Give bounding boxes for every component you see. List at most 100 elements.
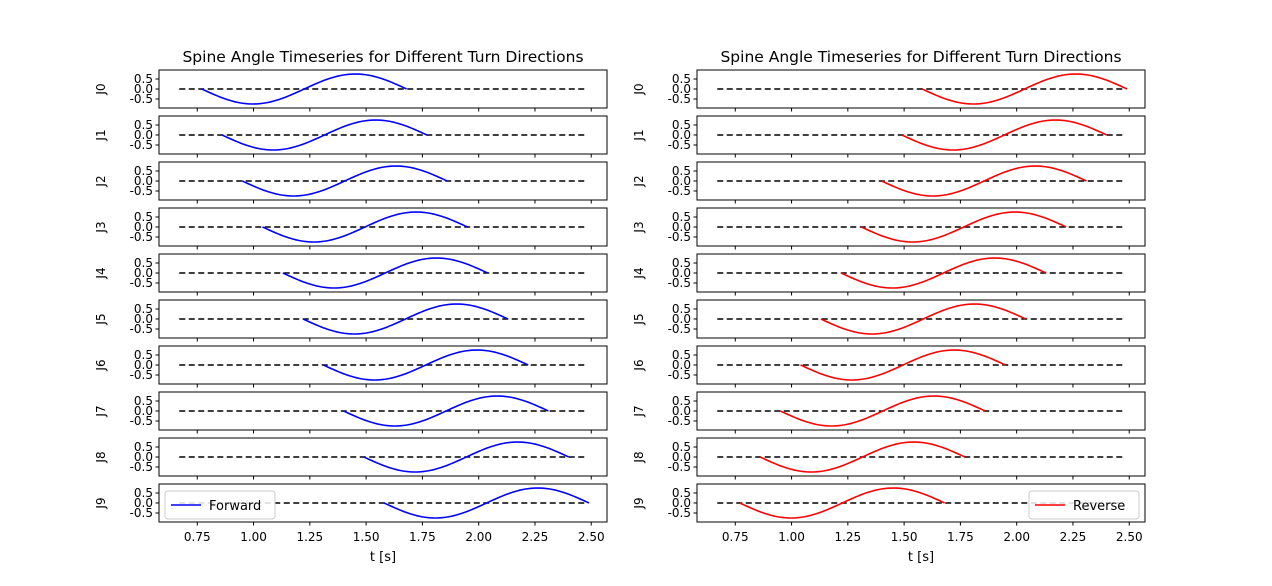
y-tick-label: -0.5 bbox=[130, 230, 153, 244]
y-tick-label: 0.0 bbox=[672, 358, 691, 372]
x-axis-label: t [s] bbox=[370, 550, 396, 565]
legend-box bbox=[164, 490, 276, 520]
x-tick-label: 0.75 bbox=[722, 530, 749, 544]
y-axis-label: J9 bbox=[632, 497, 646, 509]
series-line-j6 bbox=[323, 349, 529, 381]
subplot-j5: 0.50.0-0.5 J5 bbox=[632, 299, 1146, 342]
y-tick-label: -0.5 bbox=[130, 322, 153, 336]
y-tick-label: 0.5 bbox=[134, 118, 153, 132]
y-tick-label: -0.5 bbox=[130, 138, 153, 152]
y-tick-label: -0.5 bbox=[668, 460, 691, 474]
chart-forward: Spine Angle Timeseries for Different Tur… bbox=[94, 48, 608, 565]
x-tick-label: 2.00 bbox=[465, 530, 492, 544]
subplot-j4: 0.50.0-0.5 J4 bbox=[632, 253, 1146, 296]
series-line-j3 bbox=[262, 211, 468, 243]
x-tick-label: 1.00 bbox=[240, 530, 267, 544]
y-tick-label: -0.5 bbox=[130, 506, 153, 520]
y-axis-label: J8 bbox=[632, 451, 646, 463]
y-tick-label: 0.5 bbox=[672, 118, 691, 132]
subplot-j8: 0.50.0-0.5 J8 bbox=[632, 437, 1146, 480]
series-line-j0 bbox=[201, 73, 407, 105]
x-tick-label: 1.00 bbox=[778, 530, 805, 544]
y-tick-label: 0.5 bbox=[672, 486, 691, 500]
y-tick-label: 0.0 bbox=[672, 128, 691, 142]
series-line-j8 bbox=[363, 441, 570, 473]
x-tick-label: 2.50 bbox=[578, 530, 605, 544]
y-tick-label: 0.5 bbox=[134, 256, 153, 270]
x-tick-label: 2.25 bbox=[1060, 530, 1087, 544]
subplot-j9: 0.50.0-0.5 J9 0.75 1.00 1.25 1.50 1.75 2.00 2.25… bbox=[94, 483, 608, 544]
y-tick-label: 0.0 bbox=[134, 496, 153, 510]
y-axis-label: J0 bbox=[94, 83, 108, 95]
y-tick-label: -0.5 bbox=[130, 414, 153, 428]
subplot-j8: 0.50.0-0.5 J8 bbox=[94, 437, 608, 480]
y-tick-label: 0.0 bbox=[134, 220, 153, 234]
y-tick-label: -0.5 bbox=[130, 368, 153, 382]
y-tick-label: 0.5 bbox=[672, 256, 691, 270]
subplot-j6: 0.50.0-0.5 J6 bbox=[632, 345, 1146, 388]
y-axis-label: J3 bbox=[94, 221, 108, 233]
x-tick-label: 2.25 bbox=[522, 530, 549, 544]
y-tick-label: -0.5 bbox=[668, 322, 691, 336]
series-line-j2 bbox=[241, 165, 448, 197]
y-tick-label: -0.5 bbox=[668, 92, 691, 106]
series-line-j4 bbox=[282, 257, 489, 289]
y-axis-label: J2 bbox=[94, 175, 108, 187]
y-tick-label: -0.5 bbox=[668, 184, 691, 198]
y-tick-label: 0.0 bbox=[672, 82, 691, 96]
y-tick-label: 0.5 bbox=[672, 348, 691, 362]
y-axis-label: J2 bbox=[632, 175, 646, 187]
x-tick-label: 0.75 bbox=[184, 530, 211, 544]
subplot-j1: 0.50.0-0.5 J1 bbox=[632, 115, 1146, 158]
y-tick-label: 0.0 bbox=[134, 174, 153, 188]
y-tick-label: 0.0 bbox=[672, 404, 691, 418]
y-tick-label: -0.5 bbox=[668, 276, 691, 290]
series-line-j1 bbox=[901, 119, 1108, 151]
y-tick-label: -0.5 bbox=[130, 92, 153, 106]
x-tick-label: 2.00 bbox=[1003, 530, 1030, 544]
subplot-j4: 0.50.0-0.5 J4 bbox=[94, 253, 608, 296]
y-tick-label: -0.5 bbox=[130, 276, 153, 290]
chart-reverse: Spine Angle Timeseries for Different Tur… bbox=[632, 48, 1146, 565]
y-tick-label: 0.0 bbox=[134, 128, 153, 142]
series-line-j1 bbox=[221, 119, 428, 151]
series-line-j5 bbox=[302, 303, 509, 335]
y-axis-label: J8 bbox=[94, 451, 108, 463]
y-tick-label: 0.0 bbox=[672, 312, 691, 326]
series-line-j2 bbox=[881, 165, 1087, 197]
y-tick-label: 0.0 bbox=[134, 312, 153, 326]
y-tick-label: 0.5 bbox=[672, 72, 691, 86]
x-tick-label: 1.25 bbox=[834, 530, 861, 544]
subplot-j3: 0.50.0-0.5 J3 bbox=[632, 207, 1146, 250]
y-axis-label: J3 bbox=[632, 221, 646, 233]
y-tick-label: 0.5 bbox=[134, 348, 153, 362]
y-axis-label: J4 bbox=[632, 267, 646, 279]
subplot-j1: 0.50.0-0.5 J1 bbox=[94, 115, 608, 158]
y-tick-label: 0.5 bbox=[672, 164, 691, 178]
y-tick-label: 0.5 bbox=[672, 210, 691, 224]
y-tick-label: 0.5 bbox=[134, 440, 153, 454]
y-tick-label: 0.0 bbox=[672, 450, 691, 464]
legend: Forward bbox=[164, 490, 276, 520]
subplot-j0: 0.50.0-0.5 J0 bbox=[632, 69, 1146, 112]
y-tick-label: 0.5 bbox=[134, 302, 153, 316]
y-tick-label: 0.5 bbox=[672, 302, 691, 316]
y-tick-label: 0.0 bbox=[672, 220, 691, 234]
legend-box bbox=[1028, 490, 1140, 520]
chart-title: Spine Angle Timeseries for Different Tur… bbox=[182, 48, 583, 66]
y-tick-label: -0.5 bbox=[668, 138, 691, 152]
y-tick-label: -0.5 bbox=[130, 460, 153, 474]
legend-label: Forward bbox=[209, 499, 261, 514]
y-axis-label: J4 bbox=[94, 267, 108, 279]
subplot-j3: 0.50.0-0.5 J3 bbox=[94, 207, 608, 250]
y-tick-label: -0.5 bbox=[130, 184, 153, 198]
chart-title: Spine Angle Timeseries for Different Tur… bbox=[720, 48, 1121, 66]
y-tick-label: 0.0 bbox=[672, 496, 691, 510]
x-tick-label: 1.50 bbox=[353, 530, 380, 544]
y-tick-label: 0.0 bbox=[134, 82, 153, 96]
y-tick-label: 0.5 bbox=[134, 210, 153, 224]
y-axis-label: J0 bbox=[632, 83, 646, 95]
y-axis-label: J7 bbox=[94, 405, 108, 417]
x-axis-label: t [s] bbox=[908, 550, 934, 565]
